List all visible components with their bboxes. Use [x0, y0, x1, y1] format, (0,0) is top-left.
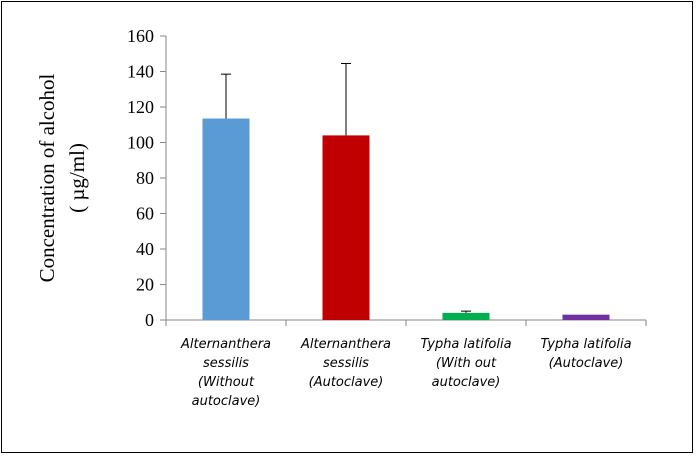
y-tick-label: 0: [145, 310, 154, 330]
category-label: sessilis: [203, 356, 249, 371]
category-label: Alternanthera: [300, 337, 391, 352]
y-tick-label: 160: [127, 26, 154, 46]
category-label: Typha latifolia: [420, 337, 511, 352]
y-axis-title-line: Concentration of alcohol: [35, 73, 59, 282]
category-label: sessilis: [323, 356, 369, 371]
y-tick-label: 80: [136, 168, 154, 188]
category-label: (Autoclave): [309, 375, 384, 390]
y-axis-title-line: ( µg/ml): [65, 143, 89, 213]
y-tick-label: 40: [136, 239, 154, 259]
category-label: (Autoclave): [549, 356, 624, 371]
y-tick-label: 120: [127, 97, 154, 117]
y-tick-label: 140: [127, 62, 154, 82]
bar: [322, 135, 370, 320]
y-tick-label: 20: [136, 275, 154, 295]
bar: [562, 314, 610, 320]
category-label: autoclave): [432, 375, 501, 390]
y-tick-label: 60: [136, 204, 154, 224]
category-label: Alternanthera: [180, 337, 271, 352]
category-label: Typha latifolia: [540, 337, 631, 352]
y-tick-label: 100: [127, 133, 154, 153]
category-label: (With out: [436, 356, 497, 371]
category-label: autoclave): [192, 394, 261, 409]
bar: [442, 312, 490, 320]
bar: [202, 118, 250, 320]
category-label: (Without: [198, 375, 255, 390]
